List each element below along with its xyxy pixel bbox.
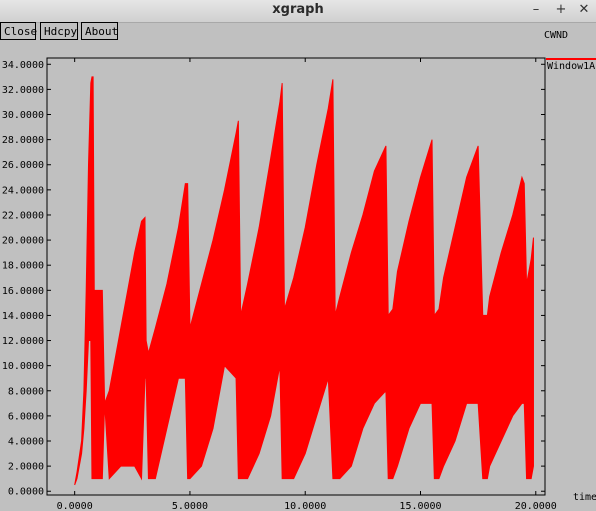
- x-tick-label: 0.0000: [57, 501, 93, 511]
- y-tick-label: 18.0000: [2, 261, 44, 272]
- hdcpy-button[interactable]: Hdcpy: [40, 22, 78, 40]
- x-tick-label: 5.0000: [172, 501, 208, 511]
- y-tick-label: 30.0000: [2, 110, 44, 121]
- y-tick-label: 26.0000: [2, 160, 44, 171]
- y-tick-label: 34.0000: [2, 60, 44, 71]
- close-button[interactable]: Close: [0, 22, 37, 40]
- close-icon[interactable]: ✕: [578, 2, 590, 17]
- y-tick-label: 0.0000: [8, 487, 44, 498]
- plot-frame: [46, 57, 546, 496]
- y-tick-label: 24.0000: [2, 185, 44, 196]
- y-tick-label: 8.0000: [8, 386, 44, 397]
- y-tick-label: 28.0000: [2, 135, 44, 146]
- maximize-icon[interactable]: +: [555, 2, 567, 17]
- legend-title: CWND: [544, 30, 569, 41]
- y-tick-label: 32.0000: [2, 85, 44, 96]
- series-layer: [74, 76, 534, 486]
- x-tick-label: 10.0000: [284, 501, 326, 511]
- y-tick-label: 2.0000: [8, 462, 44, 473]
- y-tick-label: 16.0000: [2, 286, 44, 297]
- x-axis-label: time: [573, 492, 596, 503]
- y-tick-label: 12.0000: [2, 336, 44, 347]
- window-title: xgraph: [272, 2, 324, 17]
- y-tick-label: 22.0000: [2, 210, 44, 221]
- y-tick-label: 20.0000: [2, 236, 44, 247]
- x-tick-label: 20.0000: [515, 501, 557, 511]
- ticks-layer: 0.0000 2.0000 4.0000 6.0000 8.0000 10.0000 12.…: [2, 58, 557, 511]
- y-tick-label: 14.0000: [2, 311, 44, 322]
- y-tick-label: 6.0000: [8, 411, 44, 422]
- legend-series-swatch: [546, 58, 596, 60]
- about-button[interactable]: About: [81, 22, 118, 40]
- x-tick-label: 15.0000: [399, 501, 441, 511]
- y-tick-label: 10.0000: [2, 361, 44, 372]
- minimize-icon[interactable]: –: [532, 2, 540, 17]
- legend-series-label: Window1A: [547, 61, 596, 72]
- window-titlebar[interactable]: xgraph – + ✕: [0, 0, 596, 23]
- y-tick-label: 4.0000: [8, 437, 44, 448]
- series-window1a-area: [74, 76, 534, 486]
